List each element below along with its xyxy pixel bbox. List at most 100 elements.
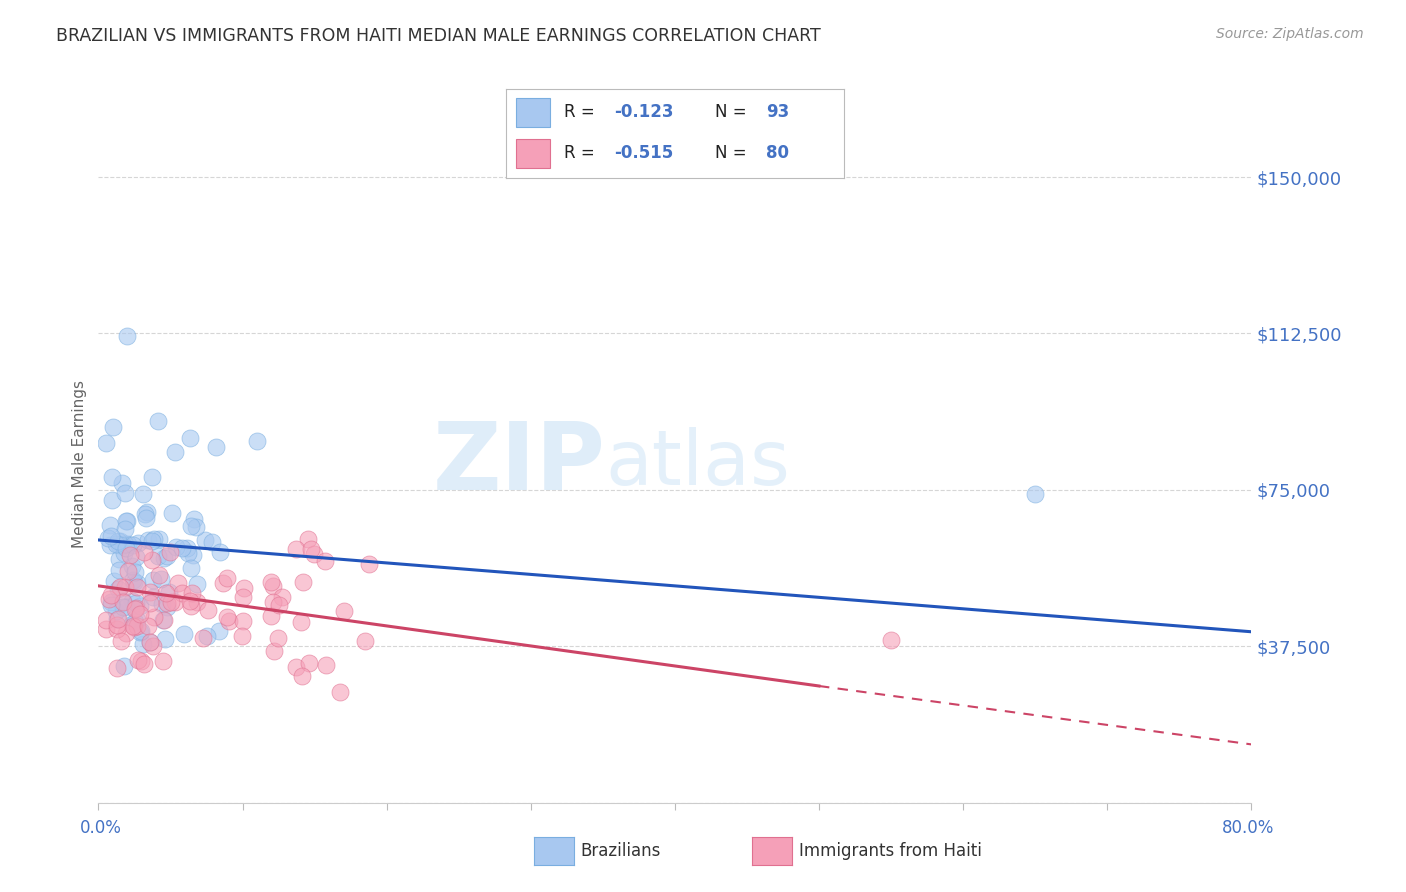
Point: [155, 585, 177, 599]
Point: [262, 579, 284, 593]
Point: [270, 591, 292, 605]
Point: [179, 431, 201, 445]
Point: [100, 595, 122, 609]
Point: [297, 533, 319, 547]
Point: [155, 549, 177, 563]
Point: [157, 585, 180, 599]
Point: [136, 533, 159, 548]
Point: [302, 547, 325, 561]
Point: [156, 597, 179, 611]
Point: [122, 574, 145, 589]
Point: [108, 552, 131, 566]
Point: [142, 640, 165, 654]
Point: [142, 573, 165, 587]
Point: [127, 619, 149, 633]
Point: [139, 585, 162, 599]
Point: [205, 440, 228, 454]
Text: -0.515: -0.515: [614, 145, 673, 162]
Point: [201, 534, 224, 549]
Point: [135, 510, 157, 524]
Text: -0.123: -0.123: [614, 103, 673, 121]
Point: [359, 558, 381, 572]
Text: BRAZILIAN VS IMMIGRANTS FROM HAITI MEDIAN MALE EARNINGS CORRELATION CHART: BRAZILIAN VS IMMIGRANTS FROM HAITI MEDIA…: [56, 27, 821, 45]
Point: [132, 487, 155, 501]
Point: [207, 624, 229, 639]
Point: [139, 596, 162, 610]
Point: [184, 520, 207, 534]
Point: [246, 434, 269, 449]
Point: [141, 533, 163, 548]
Point: [100, 588, 122, 602]
Point: [112, 538, 135, 552]
Point: [181, 586, 204, 600]
Point: [101, 469, 124, 483]
Text: Source: ZipAtlas.com: Source: ZipAtlas.com: [1216, 27, 1364, 41]
Point: [152, 613, 174, 627]
Point: [124, 615, 146, 629]
Point: [163, 445, 186, 459]
Point: [880, 633, 903, 648]
Point: [114, 537, 136, 551]
Point: [105, 661, 128, 675]
Point: [194, 533, 217, 547]
Text: 93: 93: [766, 103, 789, 121]
Point: [183, 548, 205, 562]
Point: [105, 612, 128, 626]
Point: [117, 328, 138, 343]
Point: [143, 533, 166, 547]
Point: [260, 609, 283, 624]
Point: [180, 561, 202, 575]
Point: [105, 622, 128, 636]
Point: [160, 595, 183, 609]
Point: [195, 629, 218, 643]
Point: [153, 551, 176, 566]
Point: [114, 522, 136, 536]
Text: R =: R =: [564, 103, 599, 121]
Point: [121, 594, 143, 608]
Point: [170, 586, 193, 600]
Text: 0.0%: 0.0%: [80, 819, 122, 837]
Point: [146, 549, 169, 564]
Point: [291, 574, 314, 589]
Point: [127, 653, 149, 667]
Point: [121, 574, 143, 588]
Point: [177, 546, 200, 560]
Point: [142, 610, 165, 624]
Point: [111, 476, 134, 491]
Point: [114, 485, 136, 500]
Point: [108, 533, 131, 548]
Point: [117, 537, 139, 551]
Point: [98, 538, 121, 552]
Point: [114, 580, 136, 594]
Point: [166, 575, 188, 590]
Point: [100, 599, 122, 613]
Point: [267, 631, 290, 645]
Point: [112, 546, 135, 560]
Point: [314, 554, 336, 568]
Point: [107, 612, 129, 626]
Point: [183, 512, 205, 526]
Point: [172, 541, 194, 556]
Point: [125, 601, 148, 615]
Point: [191, 631, 214, 645]
Point: [129, 624, 152, 639]
Point: [263, 643, 285, 657]
Point: [104, 604, 127, 618]
Point: [124, 602, 146, 616]
Point: [129, 625, 152, 640]
Text: ZIP: ZIP: [433, 417, 606, 510]
Point: [98, 591, 121, 606]
Point: [284, 660, 307, 674]
Point: [107, 563, 129, 577]
Text: N =: N =: [716, 103, 752, 121]
Point: [150, 597, 173, 611]
Point: [122, 538, 145, 552]
Point: [121, 617, 143, 632]
Text: atlas: atlas: [606, 427, 790, 500]
Text: 80: 80: [766, 145, 789, 162]
Point: [231, 629, 253, 643]
Point: [267, 598, 290, 612]
Point: [139, 634, 162, 648]
Point: [129, 599, 152, 613]
Text: 80.0%: 80.0%: [1222, 819, 1275, 837]
